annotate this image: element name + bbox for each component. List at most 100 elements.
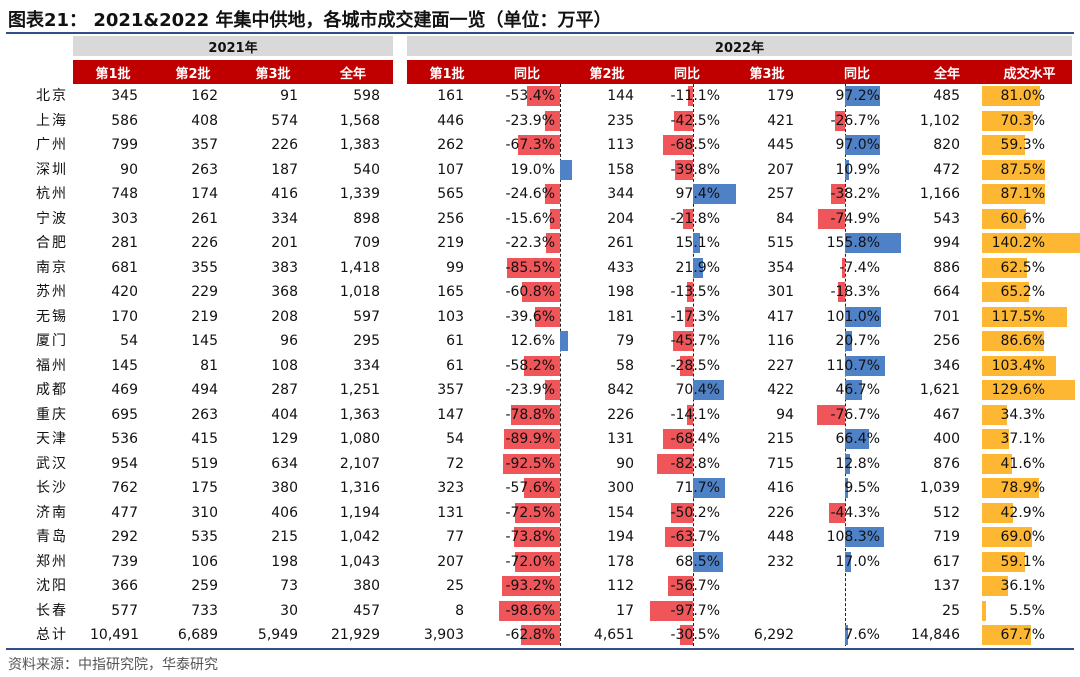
value-cell: 467 [933,406,960,423]
value-cell: 701 [933,308,960,325]
value-cell: 144 [607,88,634,104]
value-cell: 91 [280,88,298,104]
yoy-bar [845,355,885,376]
yoy-label: -45.7% [670,333,720,349]
table-row: 郑州 739 106 198 1,043 207 178 232 617 -72.0% 68.5% 1… [0,550,1080,575]
value-cell: 577 [111,602,138,619]
value-cell: 380 [271,480,298,496]
column-header: 同比 [807,60,907,84]
value-cell: 898 [353,210,380,227]
column-header: 全年 [313,60,393,84]
yoy-bar [550,208,560,229]
value-cell: 598 [353,88,380,104]
yoy-zero-axis [693,84,694,646]
table-row: 重庆 695 263 404 1,363 147 226 94 467 -78.8% -14.1% -… [0,403,1080,428]
value-cell: 5,949 [257,627,298,643]
yoy-label: 108.3% [826,529,880,545]
level-bar [982,184,1045,204]
yoy-bar [521,625,560,645]
value-cell: 1,018 [339,284,380,300]
city-name: 长春 [36,602,68,619]
value-cell: 597 [353,308,380,325]
value-cell: 357 [191,137,218,153]
value-cell: 72 [446,455,464,472]
yoy-bar [672,331,693,351]
value-cell: 383 [271,259,298,276]
yoy-label: -26.7% [830,112,880,129]
value-cell: 1,339 [339,186,380,202]
yoy-label: -72.5% [505,504,555,521]
value-cell: 354 [767,259,794,276]
city-name: 深圳 [36,161,68,178]
yoy-bar [693,257,703,278]
yoy-label: -39.6% [505,308,555,325]
yoy-label: -24.6% [505,186,555,202]
level-bar [982,355,1057,376]
city-name: 上海 [36,112,68,129]
value-cell: 96 [280,333,298,349]
value-cell: 131 [437,504,464,521]
value-cell: 574 [271,112,298,129]
value-cell: 469 [111,382,138,398]
value-cell: 187 [271,161,298,178]
value-cell: 198 [607,284,634,300]
yoy-label: 15.1% [675,235,720,251]
value-cell: 448 [767,529,794,545]
level-label: 67.7% [1000,627,1045,643]
yoy-bar [506,257,560,278]
value-cell: 416 [271,186,298,202]
city-name: 重庆 [36,406,68,423]
yoy-label: 9.5% [844,480,880,496]
value-cell: 261 [191,210,218,227]
city-name: 天津 [36,431,68,447]
yoy-label: -23.9% [505,382,555,398]
value-cell: 165 [437,284,464,300]
city-name: 广州 [36,137,68,153]
value-cell: 61 [446,357,464,374]
yoy-label [810,574,880,599]
table-row: 深圳 90 263 187 540 107 158 207 472 19.0% -39.8% 10.9… [0,158,1080,183]
table-row: 济南 477 310 406 1,194 131 154 226 512 -72.5% -50.2%… [0,501,1080,526]
value-cell: 201 [271,235,298,251]
yoy-label: -38.2% [830,186,880,202]
value-cell: 420 [111,284,138,300]
table-row: 苏州 420 229 368 1,018 165 198 301 664 -60.8% -13.5%… [0,280,1080,305]
value-cell: 709 [353,235,380,251]
value-cell: 415 [191,431,218,447]
level-bar [982,331,1045,351]
yoy-bar [514,527,560,547]
yoy-bar [546,233,560,253]
value-cell: 25 [942,602,960,619]
value-cell: 263 [191,406,218,423]
level-label: 41.6% [1000,455,1045,472]
value-cell: 219 [437,235,464,251]
level-label: 34.3% [1000,406,1045,423]
yoy-label: 71.7% [675,480,720,496]
value-cell: 494 [191,382,218,398]
yoy-label: 10.9% [835,161,880,178]
value-cell: 472 [933,161,960,178]
level-label: 140.2% [991,235,1045,251]
yoy-bar [845,306,882,327]
value-cell: 422 [767,382,794,398]
value-cell: 540 [353,161,380,178]
value-cell: 154 [607,504,634,521]
value-cell: 8 [455,602,464,619]
value-cell: 25 [446,578,464,594]
value-cell: 1,251 [339,382,380,398]
column-header: 同比 [647,60,727,84]
yoy-label: -14.1% [670,406,720,423]
yoy-bar [845,527,884,547]
yoy-bar [845,625,848,645]
value-cell: 6,689 [177,627,218,643]
yoy-label: -15.6% [505,210,555,227]
value-cell: 198 [271,553,298,570]
value-cell: 406 [271,504,298,521]
value-cell: 259 [191,578,218,594]
value-cell: 1,621 [919,382,960,398]
level-label: 42.9% [1000,504,1045,521]
city-name: 武汉 [36,455,68,472]
level-label: 117.5% [991,308,1045,325]
yoy-bar [686,404,693,425]
yoy-label: 17.0% [835,553,880,570]
